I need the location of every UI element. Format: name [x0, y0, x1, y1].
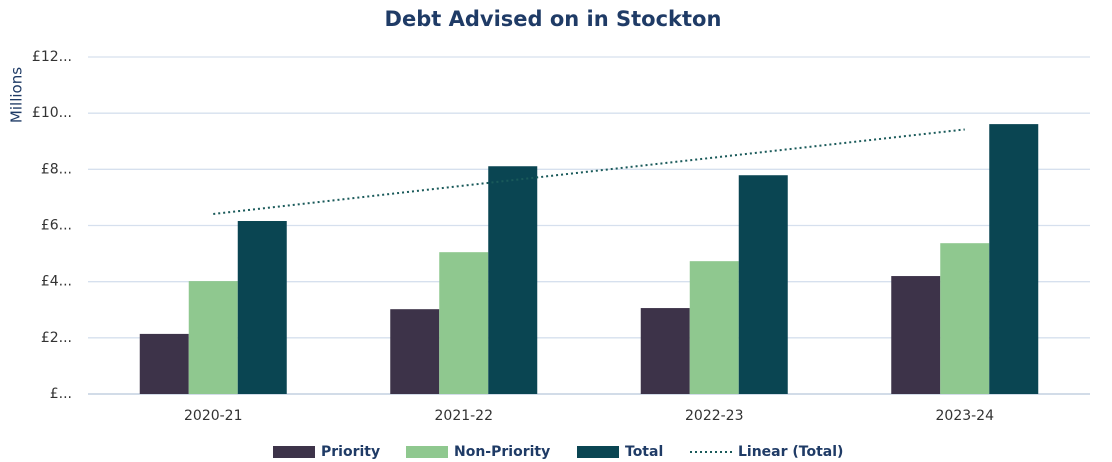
bar [188, 281, 238, 394]
trend-line [213, 128, 965, 215]
legend-label: Non-Priority [454, 444, 550, 460]
y-tick-label: £8... [41, 161, 72, 177]
bar [439, 252, 489, 394]
bar [689, 261, 739, 394]
legend-swatch [577, 446, 619, 458]
y-tick-label: £12... [32, 49, 72, 65]
legend-label: Priority [321, 444, 380, 460]
bar [139, 333, 189, 394]
chart-title: Debt Advised on in Stockton [385, 7, 722, 31]
bar [237, 221, 287, 394]
bar [488, 166, 538, 394]
y-tick-label: £10... [32, 105, 72, 121]
bar [738, 175, 788, 394]
x-tick-label: 2020-21 [184, 408, 243, 424]
bar [989, 124, 1039, 394]
y-tick-label: £... [50, 386, 72, 402]
y-axis-label: Millions [8, 67, 26, 123]
y-tick-label: £2... [41, 330, 72, 346]
y-tick-label: £6... [41, 218, 72, 234]
bar [390, 309, 440, 394]
legend-swatch [406, 446, 448, 458]
bar [891, 276, 941, 394]
legend-label: Linear (Total) [738, 444, 843, 460]
x-tick-label: 2022-23 [685, 408, 744, 424]
legend-swatch [273, 446, 315, 458]
bar [640, 308, 690, 394]
y-tick-label: £4... [41, 274, 72, 290]
x-tick-label: 2023-24 [936, 408, 995, 424]
bar [940, 243, 990, 394]
legend-label: Total [625, 444, 663, 460]
x-tick-label: 2021-22 [435, 408, 494, 424]
